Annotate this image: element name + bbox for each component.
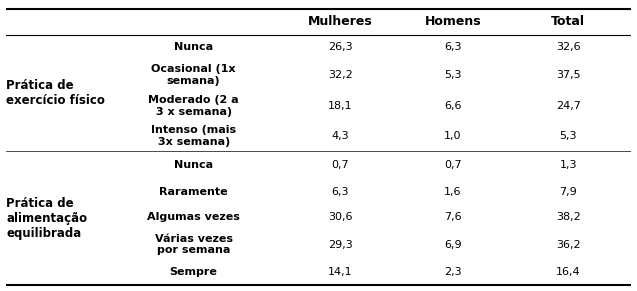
Text: Nunca: Nunca	[174, 42, 213, 52]
Text: 26,3: 26,3	[328, 42, 353, 52]
Text: 6,9: 6,9	[444, 239, 462, 250]
Text: 32,6: 32,6	[556, 42, 580, 52]
Text: 7,6: 7,6	[444, 212, 462, 222]
Text: Sempre: Sempre	[169, 267, 218, 277]
Text: 2,3: 2,3	[444, 267, 462, 277]
Text: 14,1: 14,1	[328, 267, 353, 277]
Text: 18,1: 18,1	[328, 101, 353, 111]
Text: Intenso (mais
3x semana): Intenso (mais 3x semana)	[151, 125, 236, 147]
Text: 6,6: 6,6	[444, 101, 461, 111]
Text: Nunca: Nunca	[174, 160, 213, 170]
Text: 30,6: 30,6	[328, 212, 353, 222]
Text: Prática de
exercício físico: Prática de exercício físico	[6, 79, 105, 107]
Text: Prática de
alimentação
equilibrada: Prática de alimentação equilibrada	[6, 197, 87, 240]
Text: Algumas vezes: Algumas vezes	[147, 212, 240, 222]
Text: 37,5: 37,5	[556, 70, 580, 80]
Text: Várias vezes
por semana: Várias vezes por semana	[155, 234, 233, 255]
Text: 5,3: 5,3	[444, 70, 461, 80]
Text: 16,4: 16,4	[556, 267, 580, 277]
Text: 29,3: 29,3	[328, 239, 353, 250]
Text: 5,3: 5,3	[559, 131, 577, 141]
Text: 4,3: 4,3	[331, 131, 349, 141]
Text: 0,7: 0,7	[444, 160, 462, 170]
Text: 6,3: 6,3	[332, 187, 349, 197]
Text: Raramente: Raramente	[159, 187, 228, 197]
Text: 1,0: 1,0	[444, 131, 461, 141]
Text: Mulheres: Mulheres	[308, 15, 373, 28]
Text: 1,3: 1,3	[559, 160, 577, 170]
Text: 1,6: 1,6	[444, 187, 461, 197]
Text: 32,2: 32,2	[328, 70, 353, 80]
Text: Moderado (2 a
3 x semana): Moderado (2 a 3 x semana)	[148, 95, 239, 116]
Text: 6,3: 6,3	[444, 42, 461, 52]
Text: 7,9: 7,9	[559, 187, 577, 197]
Text: Homens: Homens	[424, 15, 481, 28]
Text: 0,7: 0,7	[331, 160, 349, 170]
Text: 36,2: 36,2	[556, 239, 580, 250]
Text: 38,2: 38,2	[556, 212, 580, 222]
Text: 24,7: 24,7	[555, 101, 581, 111]
Text: Total: Total	[551, 15, 585, 28]
Text: Ocasional (1x
semana): Ocasional (1x semana)	[152, 64, 236, 86]
